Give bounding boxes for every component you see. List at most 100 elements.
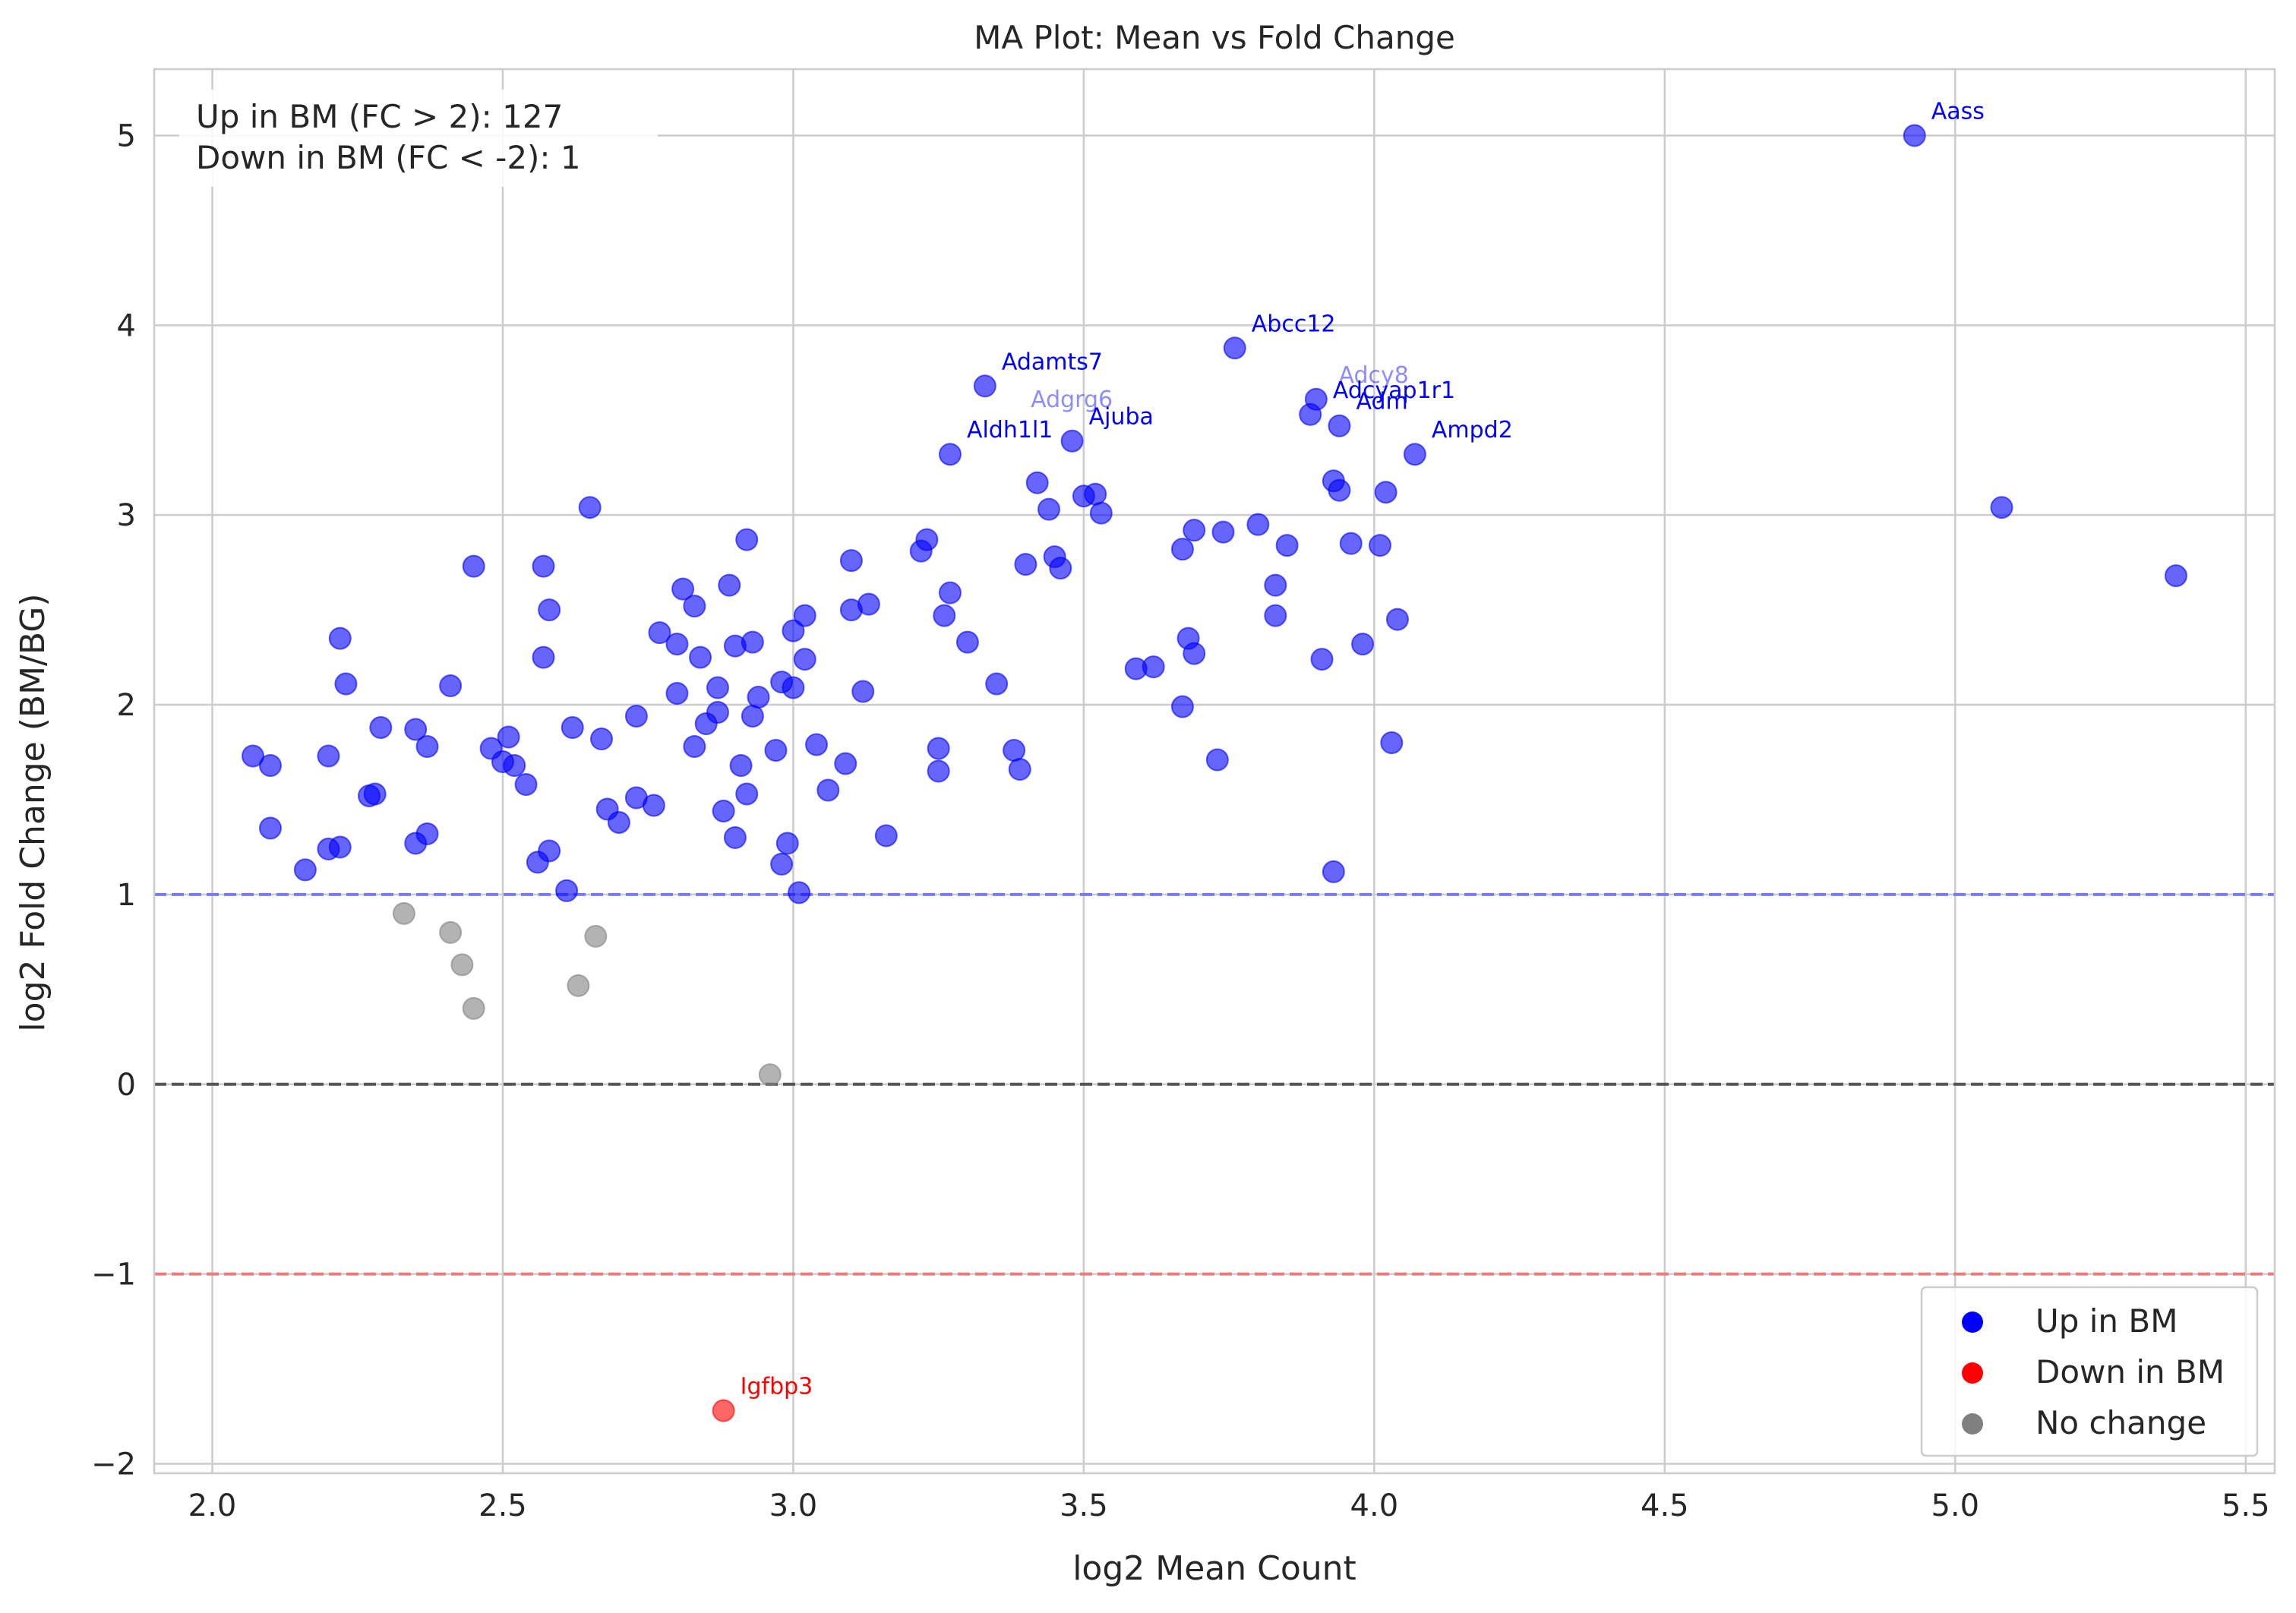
- up-in-bm-point: [816, 778, 840, 802]
- up-in-bm-point: [1183, 642, 1206, 665]
- legend-item-down: Down in BM: [1962, 1353, 2225, 1390]
- legend-label-up: Up in BM: [2035, 1302, 2178, 1340]
- gene-label: Aass: [1931, 98, 1985, 125]
- up-in-bm-point: [317, 744, 340, 768]
- plot-frame: [153, 68, 2276, 1475]
- x-tick-label: 4.5: [1641, 1488, 1689, 1523]
- up-in-bm-point: [665, 633, 689, 656]
- up-in-bm-point: [1089, 501, 1113, 525]
- up-in-bm-point: [555, 879, 579, 902]
- x-axis-label: log2 Mean Count: [1072, 1549, 1356, 1588]
- up-in-bm-point: [689, 646, 712, 669]
- up-in-bm-point: [782, 619, 805, 642]
- up-in-bm-point: [706, 701, 729, 724]
- stats-annotation-box: [179, 90, 658, 187]
- gene-label: Ajuba: [1089, 404, 1154, 431]
- up-in-bm-point: [747, 686, 770, 709]
- gene-label: Adgrg6: [1031, 387, 1113, 413]
- up-in-bm-point: [805, 733, 829, 756]
- gene-label: Abcc12: [1252, 311, 1336, 337]
- legend-label-none: No change: [2035, 1404, 2206, 1441]
- data-points: [242, 124, 2187, 1422]
- up-in-bm-point: [415, 822, 439, 845]
- chart-title: MA Plot: Mean vs Fold Change: [974, 19, 1455, 56]
- y-tick-label: 2: [117, 688, 136, 723]
- up-in-bm-point: [706, 676, 729, 699]
- x-tick-label: 2.0: [188, 1488, 237, 1523]
- y-tick-label: −1: [91, 1258, 136, 1293]
- up-in-bm-point: [1990, 496, 2013, 519]
- legend-frame: [1920, 1286, 2259, 1457]
- up-in-bm-point: [834, 752, 857, 775]
- x-tick-label: 3.0: [769, 1488, 818, 1523]
- y-tick-label: 4: [117, 308, 136, 343]
- up-in-bm-point: [683, 735, 706, 759]
- gene-label: Igfbp3: [741, 1374, 813, 1400]
- gene-label: Adm: [1356, 389, 1407, 415]
- up-in-bm-point: [1037, 497, 1060, 521]
- up-in-bm-point: [723, 825, 747, 849]
- up-in-bm-point: [839, 549, 863, 573]
- up-in-bm-point: [439, 674, 463, 698]
- no-change-point: [758, 1063, 782, 1087]
- legend-label-down: Down in BM: [2035, 1353, 2225, 1390]
- up-in-bm-point: [415, 735, 439, 759]
- gene-label: Ampd2: [1432, 417, 1513, 443]
- up-in-bm-point: [538, 839, 561, 863]
- up-in-bm-point: [1374, 481, 1397, 504]
- up-in-bm-point: [1328, 414, 1351, 437]
- no-change-point: [462, 996, 485, 1020]
- up-in-bm-point: [933, 604, 956, 627]
- up-in-bm-point: [1183, 519, 1206, 542]
- up-in-bm-point: [782, 676, 805, 699]
- up-in-bm-point: [770, 852, 794, 876]
- up-in-bm-point: [985, 672, 1009, 696]
- no-change-point: [392, 901, 415, 925]
- no-change-point: [450, 953, 474, 977]
- up-in-bm-point: [497, 725, 520, 749]
- legend-item-none: No change: [1962, 1404, 2206, 1441]
- up-in-bm-point: [683, 595, 706, 618]
- up-in-bm-point: [514, 772, 538, 796]
- up-in-bm-point: [532, 554, 555, 578]
- up-in-bm-point: [578, 496, 602, 519]
- x-tick-label: 5.0: [1931, 1488, 1979, 1523]
- up-in-bm-point: [589, 728, 613, 751]
- up-in-bm-point: [1322, 860, 1345, 883]
- y-tick-label: 1: [117, 878, 136, 913]
- up-in-bm-point: [532, 646, 555, 669]
- up-in-bm-point: [648, 621, 671, 645]
- up-in-bm-point: [874, 824, 898, 848]
- legend-item-up: Up in BM: [1962, 1302, 2178, 1340]
- up-in-bm-point: [1003, 739, 1026, 762]
- up-in-bm-point: [1380, 731, 1404, 755]
- y-axis-label: log2 Fold Change (BM/BG): [14, 593, 52, 1031]
- y-tick-label: 3: [117, 498, 136, 533]
- up-in-bm-point: [1264, 604, 1287, 627]
- up-in-bm-point: [915, 528, 939, 551]
- x-tick-label: 5.5: [2222, 1488, 2270, 1523]
- y-tick-label: −2: [91, 1447, 136, 1482]
- up-in-bm-point: [1275, 534, 1299, 557]
- up-in-bm-point: [1211, 520, 1235, 544]
- up-in-bm-point: [642, 794, 665, 817]
- gene-label: Adcy8: [1339, 362, 1409, 389]
- reference-lines: [154, 892, 2275, 1276]
- legend-marker-none: [1962, 1413, 1983, 1435]
- up-in-bm-point: [1205, 748, 1229, 772]
- y-tick-label: 0: [117, 1068, 136, 1103]
- legend-marker-down: [1962, 1362, 1983, 1384]
- up-in-bm-point: [671, 577, 695, 601]
- up-in-bm-point: [955, 630, 979, 654]
- up-in-bm-point: [1060, 429, 1084, 453]
- up-in-bm-point: [775, 832, 799, 855]
- up-in-bm-point: [938, 581, 962, 604]
- up-in-bm-point: [1049, 557, 1072, 580]
- up-in-bm-point: [1339, 532, 1363, 555]
- up-in-bm-point: [938, 443, 962, 466]
- up-in-bm-point: [328, 627, 352, 650]
- up-in-bm-point: [1025, 471, 1049, 494]
